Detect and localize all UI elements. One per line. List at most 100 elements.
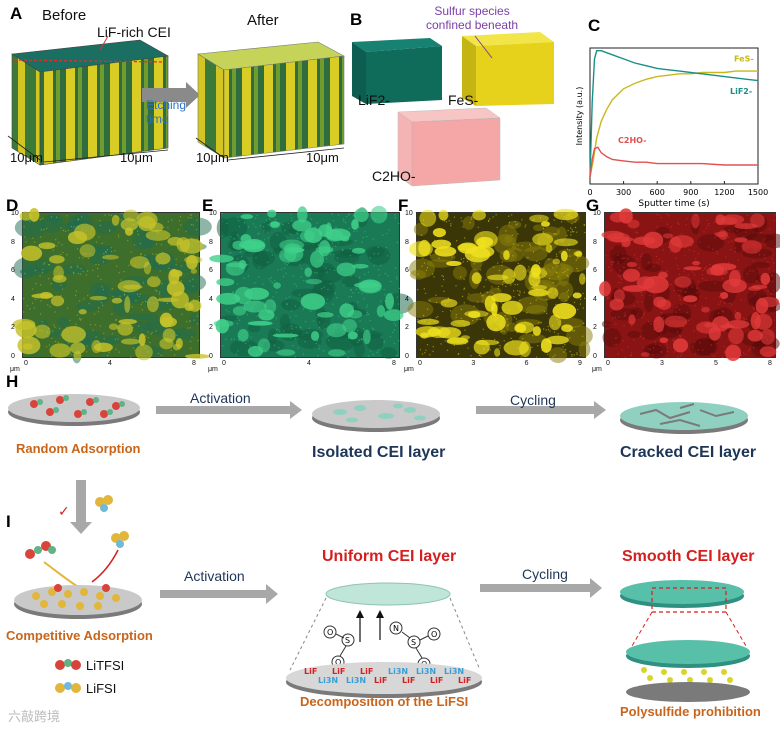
series-line-0 <box>589 70 758 178</box>
lifsi-free-molecule <box>95 495 113 512</box>
map-e-y-tick: 0 <box>209 352 213 360</box>
polysulfide-label: Polysulfide prohibition <box>620 704 761 719</box>
cracked-cei-label: Cracked CEI layer <box>620 444 757 461</box>
map-d-y-tick: 2 <box>11 324 15 331</box>
dim-label-3: 10μm <box>196 150 229 165</box>
chart-frame <box>589 47 759 185</box>
mol-s-2: S <box>411 638 416 647</box>
map-g-x-tick: 0 <box>606 360 610 367</box>
map-f <box>407 208 593 363</box>
h-activation-arrow <box>156 401 302 419</box>
before-label: Before <box>42 7 87 24</box>
map-texture-D <box>12 208 212 364</box>
lif-cube-top <box>352 38 442 52</box>
panel-e-letter: E <box>202 196 214 215</box>
map-d-x-tick: 0 <box>24 360 28 367</box>
competitive-adsorption-label: Competitive Adsorption <box>6 628 153 643</box>
mol-o-3: O <box>431 630 437 639</box>
map-e-y-tick: 8 <box>209 238 213 246</box>
map-g-y-tick: 2 <box>593 324 597 331</box>
smooth-zoom-box <box>651 587 727 613</box>
lif2-label: LiF2- <box>358 92 390 108</box>
panel-b-cubes <box>352 32 554 187</box>
dim-label-4: 10μm <box>306 150 339 165</box>
map-texture-E <box>209 205 414 359</box>
etching-time-label: Etching time <box>146 98 187 126</box>
y-axis-label: Intensity (a.u.) <box>575 87 584 146</box>
legend-lifsi-label: LiFSI <box>86 681 117 696</box>
map-d-x-tick: 4 <box>108 360 112 367</box>
after-label: After <box>247 12 279 29</box>
lif-rich-cei-label: LiF-rich CEI <box>97 24 171 40</box>
map-f-y-tick: 2 <box>405 324 409 331</box>
after-cube-right <box>223 55 345 159</box>
map-e-x-tick: 0 <box>222 360 226 367</box>
map-e-y-tick: 2 <box>209 324 213 331</box>
map-d-y-tick: 10 <box>11 210 19 217</box>
map-g-y-tick: 4 <box>593 295 597 303</box>
panel-h-graphic <box>8 394 748 434</box>
litfsi-free-molecule <box>25 541 56 559</box>
panel-f-letter: F <box>398 196 409 215</box>
layer-text: LiFLi3NLiFLi3NLiFLiFLi3NLiFLi3NLiFLi3NLi… <box>304 667 471 685</box>
panel-a-letter: A <box>10 4 23 23</box>
cei-pointer <box>99 35 109 51</box>
layer-label: LiF <box>430 676 443 685</box>
map-g-x-tick: 3 <box>660 360 664 367</box>
isolated-cei-label: Isolated CEI layer <box>312 444 446 461</box>
map-f-unit: μm <box>404 366 414 373</box>
map-d-y-tick: 8 <box>11 238 15 246</box>
map-texture-F <box>407 208 593 363</box>
x-tick-label: 0 <box>587 188 592 197</box>
layer-label: Li3N <box>318 676 338 685</box>
layer-label: LiF <box>360 667 373 676</box>
layer-label: LiF <box>458 676 471 685</box>
map-d-y-tick: 6 <box>11 267 15 274</box>
watermark: 六敲跨境 <box>8 709 61 724</box>
panel-a-cubes <box>7 35 345 166</box>
series-label-2: C2HO- <box>618 136 646 145</box>
i-activation-arrow <box>160 584 278 604</box>
fes-label: FeS- <box>448 92 479 108</box>
lif-cube-front <box>352 42 366 104</box>
i-activation-label: Activation <box>184 568 245 584</box>
map-d-unit: μm <box>10 366 20 373</box>
map-f-y-tick: 8 <box>405 238 409 246</box>
x-axis-label: Sputter time (s) <box>638 199 709 209</box>
map-f-x-tick: 6 <box>524 360 529 367</box>
series-line-1 <box>589 50 759 178</box>
dim-arrow-2 <box>43 149 169 163</box>
series-line-2 <box>589 146 758 178</box>
h-cycling-arrow <box>476 401 606 419</box>
layer-label: Li3N <box>444 667 464 676</box>
map-texture-G <box>599 208 780 361</box>
dim-label-2: 10μm <box>120 150 153 165</box>
map-e-y-tick: 4 <box>209 295 213 303</box>
cei-boundary-line <box>13 59 165 63</box>
map-g-y-tick: 10 <box>593 210 601 217</box>
fes-cube-right <box>476 42 554 106</box>
random-molecules <box>30 395 125 418</box>
panel-c-chart: 0 300 600 900 1200 1500 Sputter time (s) Intens… <box>575 47 768 209</box>
mol-o-1: O <box>327 628 333 637</box>
polysulfide-dots <box>641 667 733 683</box>
uniform-cei-layer <box>325 582 451 606</box>
random-adsorption-label: Random Adsorption <box>16 441 141 456</box>
map-g <box>599 208 780 361</box>
mol-o-2: O <box>335 658 341 667</box>
map-e-unit: μm <box>208 366 218 373</box>
map-d-y-tick: 0 <box>11 352 15 360</box>
x-tick-label: 1200 <box>714 188 734 197</box>
uniform-cei-label: Uniform CEI layer <box>322 548 457 565</box>
map-f-x-tick: 9 <box>578 360 582 367</box>
map-g-x-tick: 8 <box>768 360 772 367</box>
lifsi-free-molecule-2 <box>111 531 129 548</box>
sulfur-note: Sulfur species confined beneath <box>426 4 519 32</box>
cracked-lines <box>639 403 735 427</box>
h-cycling-label: Cycling <box>510 392 556 408</box>
panel-i-letter: I <box>6 512 11 531</box>
etching-arrow <box>142 82 200 108</box>
panel-g-letter: G <box>586 196 600 215</box>
x-tick-label: 1500 <box>748 188 768 197</box>
map-g-y-tick: 0 <box>593 352 597 360</box>
